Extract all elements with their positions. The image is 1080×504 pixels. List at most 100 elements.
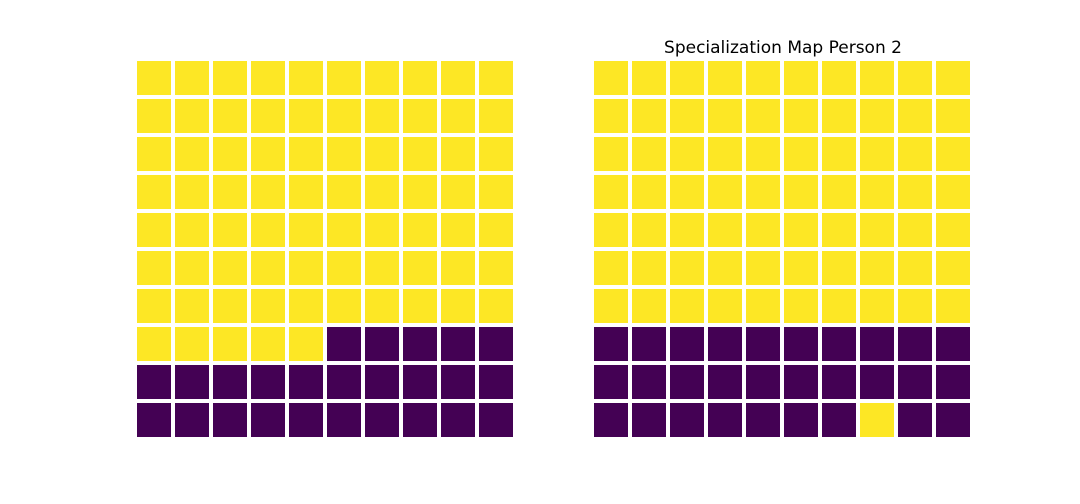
heatmap-cell (251, 99, 285, 133)
heatmap-cell (137, 251, 171, 285)
heatmap-cell (822, 365, 856, 399)
heatmap-cell (898, 61, 932, 95)
heatmap-cell (632, 213, 666, 247)
heatmap-cell (670, 213, 704, 247)
heatmap-cell (594, 61, 628, 95)
heatmap-cell (441, 403, 475, 437)
cell-grid-person-1 (137, 61, 513, 437)
heatmap-cell (403, 213, 437, 247)
heatmap-cell (708, 327, 742, 361)
heatmap-cell (936, 213, 970, 247)
heatmap-cell (898, 327, 932, 361)
heatmap-cell (365, 175, 399, 209)
heatmap-cell (822, 251, 856, 285)
heatmap-cell (822, 213, 856, 247)
heatmap-cell (213, 289, 247, 323)
heatmap-cell (784, 403, 818, 437)
heatmap-cell (784, 327, 818, 361)
heatmap-cell (936, 137, 970, 171)
heatmap-cell (936, 61, 970, 95)
heatmap-cell (594, 403, 628, 437)
heatmap-cell (251, 251, 285, 285)
heatmap-cell (441, 137, 475, 171)
heatmap-cell (479, 403, 513, 437)
heatmap-cell (213, 175, 247, 209)
heatmap-cell (175, 365, 209, 399)
heatmap-cell (403, 99, 437, 133)
heatmap-cell (289, 175, 323, 209)
heatmap-cell (708, 99, 742, 133)
heatmap-cell (289, 327, 323, 361)
heatmap-cell (632, 99, 666, 133)
heatmap-cell (670, 403, 704, 437)
heatmap-cell (213, 61, 247, 95)
heatmap-cell (365, 403, 399, 437)
heatmap-cell (137, 61, 171, 95)
heatmap-cell (632, 289, 666, 323)
heatmap-cell (784, 289, 818, 323)
heatmap-cell (403, 327, 437, 361)
heatmap-cell (670, 61, 704, 95)
heatmap-cell (289, 289, 323, 323)
heatmap-cell (479, 251, 513, 285)
heatmap-cell (137, 403, 171, 437)
heatmap-cell (403, 137, 437, 171)
heatmap-cell (594, 213, 628, 247)
heatmap-cell (327, 175, 361, 209)
heatmap-cell (898, 175, 932, 209)
heatmap-cell (251, 365, 285, 399)
heatmap-cell (327, 289, 361, 323)
heatmap-cell (746, 99, 780, 133)
heatmap-cell (137, 213, 171, 247)
heatmap-cell (479, 327, 513, 361)
heatmap-cell (175, 99, 209, 133)
heatmap-cell (289, 365, 323, 399)
heatmap-cell (822, 175, 856, 209)
heatmap-cell (898, 99, 932, 133)
heatmap-cell (479, 99, 513, 133)
heatmap-cell (860, 175, 894, 209)
heatmap-cell (708, 175, 742, 209)
heatmap-cell (936, 99, 970, 133)
heatmap-cell (403, 403, 437, 437)
heatmap-cell (860, 251, 894, 285)
heatmap-cell (632, 327, 666, 361)
heatmap-cell (746, 365, 780, 399)
heatmap-cell (327, 137, 361, 171)
heatmap-cell (403, 61, 437, 95)
heatmap-cell (708, 61, 742, 95)
heatmap-cell (746, 213, 780, 247)
heatmap-cell (936, 403, 970, 437)
heatmap-cell (441, 175, 475, 209)
heatmap-cell (746, 327, 780, 361)
heatmap-cell (213, 213, 247, 247)
heatmap-cell (670, 289, 704, 323)
heatmap-cell (936, 289, 970, 323)
heatmap-cell (822, 403, 856, 437)
heatmap-cell (441, 289, 475, 323)
heatmap-cell (175, 213, 209, 247)
heatmap-cell (898, 365, 932, 399)
heatmap-cell (708, 251, 742, 285)
heatmap-cell (251, 289, 285, 323)
heatmap-cell (175, 251, 209, 285)
heatmap-cell (251, 403, 285, 437)
heatmap-cell (936, 175, 970, 209)
heatmap-cell (670, 251, 704, 285)
heatmap-cell (936, 327, 970, 361)
heatmap-cell (289, 213, 323, 247)
heatmap-cell (289, 137, 323, 171)
heatmap-cell (632, 175, 666, 209)
heatmap-cell (441, 213, 475, 247)
heatmap-cell (137, 289, 171, 323)
heatmap-cell (213, 99, 247, 133)
heatmap-cell (670, 327, 704, 361)
heatmap-cell (213, 403, 247, 437)
heatmap-cell (479, 289, 513, 323)
heatmap-cell (708, 365, 742, 399)
heatmap-cell (365, 327, 399, 361)
heatmap-cell (479, 137, 513, 171)
heatmap-cell (594, 327, 628, 361)
heatmap-cell (860, 289, 894, 323)
